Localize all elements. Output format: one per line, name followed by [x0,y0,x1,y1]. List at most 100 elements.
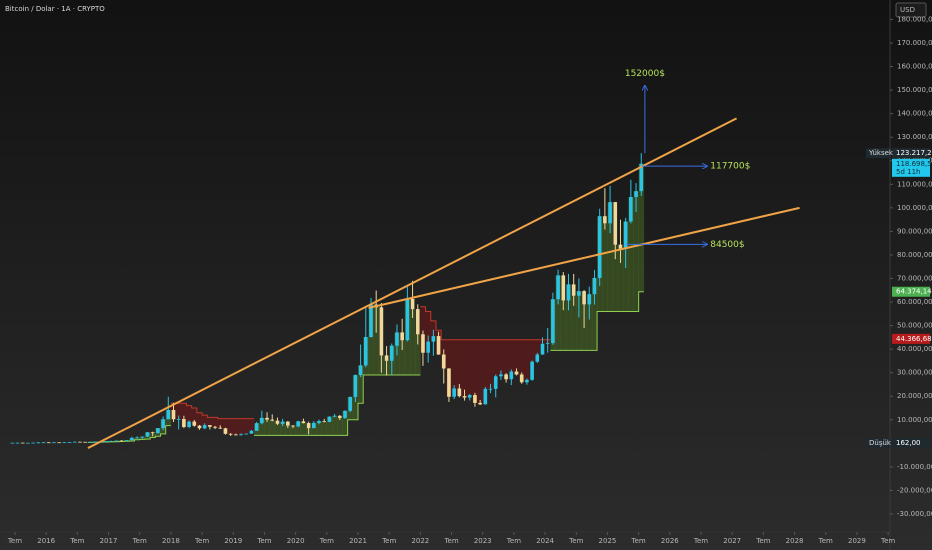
candle-body [301,421,306,424]
support-fill [300,423,307,436]
y-tick-label: 130.000,00 [897,133,932,141]
x-tick-label: Tem [818,537,833,545]
candle-body [150,432,155,434]
currency[interactable]: USD [900,6,915,14]
candle-body [629,197,633,222]
candle-body [317,421,321,423]
support-fill [617,248,624,312]
candle-body [379,307,384,356]
x-tick-label: 2020 [287,537,305,545]
candle-body [540,343,545,355]
candle-body [171,409,176,420]
candle-body [447,368,451,397]
candle-body [187,421,191,428]
y-tick-label: 150.000,00 [897,86,932,94]
candle-body [109,441,113,442]
support-fill [259,417,265,436]
resistance-fill [228,418,234,435]
price-badge [892,286,930,297]
candle-body [254,423,259,431]
resistance-fill [508,339,515,372]
target-label: 152000$ [625,69,665,79]
x-tick-label: 2026 [661,537,679,545]
candle-body [265,417,269,420]
candle-body [114,440,119,442]
x-tick-label: Tem [755,537,770,545]
candle-body [410,298,415,310]
resistance-fill [248,418,255,431]
resistance-fill [519,339,525,383]
resistance-fill [202,415,208,426]
y-tick-label: 180.000,00 [897,15,932,23]
candle-body [400,332,404,341]
resistance-fill [430,320,437,337]
support-fill [368,304,374,376]
candle-body [67,442,72,443]
candle-body [182,419,186,428]
resistance-line [170,402,255,420]
badge-prefix: Düşük [869,439,892,447]
support-fill [290,426,296,436]
price-badge-label: 64.374,14 [896,288,932,296]
resistance-fill [467,339,473,396]
y-tick-label: 160.000,00 [897,63,932,71]
support-fill [373,307,380,376]
candle-body [327,416,332,422]
candle-body [83,441,87,443]
candle-body [72,441,77,443]
x-tick-label: Tem [631,537,646,545]
y-tick-label: 60.000,00 [897,298,932,306]
resistance-fill [451,339,458,389]
support-line [254,374,421,436]
candle-body [239,434,243,436]
x-tick-label: 2029 [848,537,866,545]
candle-body [140,436,145,438]
trend-line [368,206,800,309]
resistance-line [420,306,551,341]
badge-prefix: Yüksek [868,149,894,157]
candle-body [530,361,534,380]
candle-body [62,442,67,444]
resistance-fill [233,418,239,436]
candle-body [176,419,181,420]
y-tick-label: 40.000,00 [897,345,932,353]
support-fill [285,425,291,436]
candle-body [234,434,238,436]
candle-body [571,284,576,296]
resistance-fill [186,405,192,422]
candle-body [457,388,462,397]
x-tick-label: 2018 [162,537,180,545]
candle-body [639,163,644,192]
y-tick-label: -20.000,00 [897,486,932,494]
candle-body [228,433,233,435]
support-fill [342,410,348,436]
support-fill [326,416,333,436]
y-tick-label: 110.000,00 [897,180,932,188]
candle-body [208,425,212,427]
candle-body [311,422,316,429]
candle-body [499,374,503,377]
x-tick-label: Tem [194,537,209,545]
resistance-fill [222,418,229,434]
badge-prefix-box [866,437,890,448]
badge-prefix-box [866,148,890,159]
resistance-fill [243,418,250,434]
x-tick-label: 2017 [100,537,118,545]
resistance-fill [425,311,432,342]
currency-box[interactable] [895,2,927,18]
resistance-fill [534,339,541,355]
candle-body [587,294,592,305]
price-badge-label: 162,00 [896,439,921,447]
candle-body [426,341,430,353]
candle-body [93,441,98,443]
resistance-fill [461,339,468,398]
y-tick-label: 80.000,00 [897,251,932,259]
resistance-fill [456,339,463,397]
candle-body [15,442,20,444]
y-tick-label: 20.000,00 [897,392,932,400]
candle-body [592,277,597,295]
candle-body [119,440,124,442]
resistance-fill [212,417,218,428]
target-label: 117700$ [710,162,750,172]
